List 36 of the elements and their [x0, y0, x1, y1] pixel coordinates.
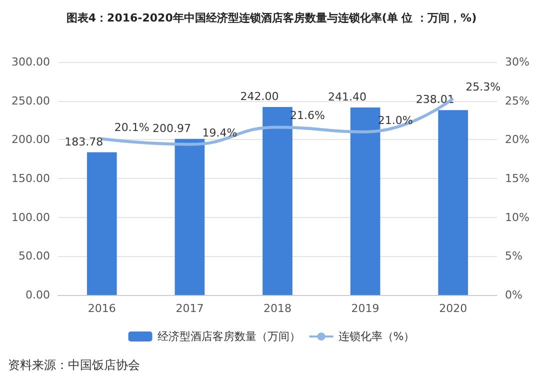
y-tick-label: 0.00	[26, 288, 50, 302]
y-tick-label: 250.00	[12, 94, 50, 108]
y-tick-label: 50.00	[18, 250, 50, 263]
data-label: 20.1%	[114, 120, 150, 134]
chart-title: 图表4：2016-2020年中国经济型连锁酒店客房数量与连锁化率(单 位 ：万间，%)	[66, 12, 477, 24]
bar	[174, 138, 205, 295]
data-label: 238.01	[416, 93, 454, 106]
legend-label: 经济型酒店客房数量（万间）	[157, 330, 300, 343]
x-tick-label: 2020	[439, 302, 468, 315]
data-label: 19.4%	[202, 126, 238, 140]
text: 资料来源：中国饭店协会	[8, 358, 140, 372]
y2-tick-label: 25%	[505, 94, 530, 108]
y2-tick-label: 30%	[505, 56, 530, 68]
y2-tick-label: 5%	[505, 250, 522, 263]
data-label: 242.00	[240, 90, 279, 104]
bar	[86, 152, 117, 295]
y-tick-label: 100.00	[12, 210, 50, 224]
data-label: 183.78	[64, 135, 104, 148]
bar	[350, 108, 380, 295]
y-tick-label: 200.00	[12, 133, 50, 146]
x-tick-label: 2019	[351, 302, 380, 315]
legend-label: 连锁化率（%）	[338, 330, 415, 343]
data-label: 241.40	[328, 90, 367, 104]
x-tick-label: 2018	[264, 302, 292, 315]
data-label: 200.97	[152, 122, 191, 135]
data-label: 25.3%	[466, 80, 501, 94]
y-tick-label: 300.00	[12, 56, 50, 68]
y2-tick-label: 0%	[505, 288, 522, 302]
y2-tick-label: 20%	[505, 133, 530, 146]
y2-tick-label: 15%	[505, 172, 530, 185]
x-tick-label: 2016	[88, 302, 116, 315]
bar	[262, 107, 292, 295]
y2-tick-label: 10%	[505, 210, 530, 224]
x-tick-label: 2017	[176, 302, 204, 315]
y-tick-label: 150.00	[12, 172, 50, 185]
bar	[438, 110, 468, 295]
